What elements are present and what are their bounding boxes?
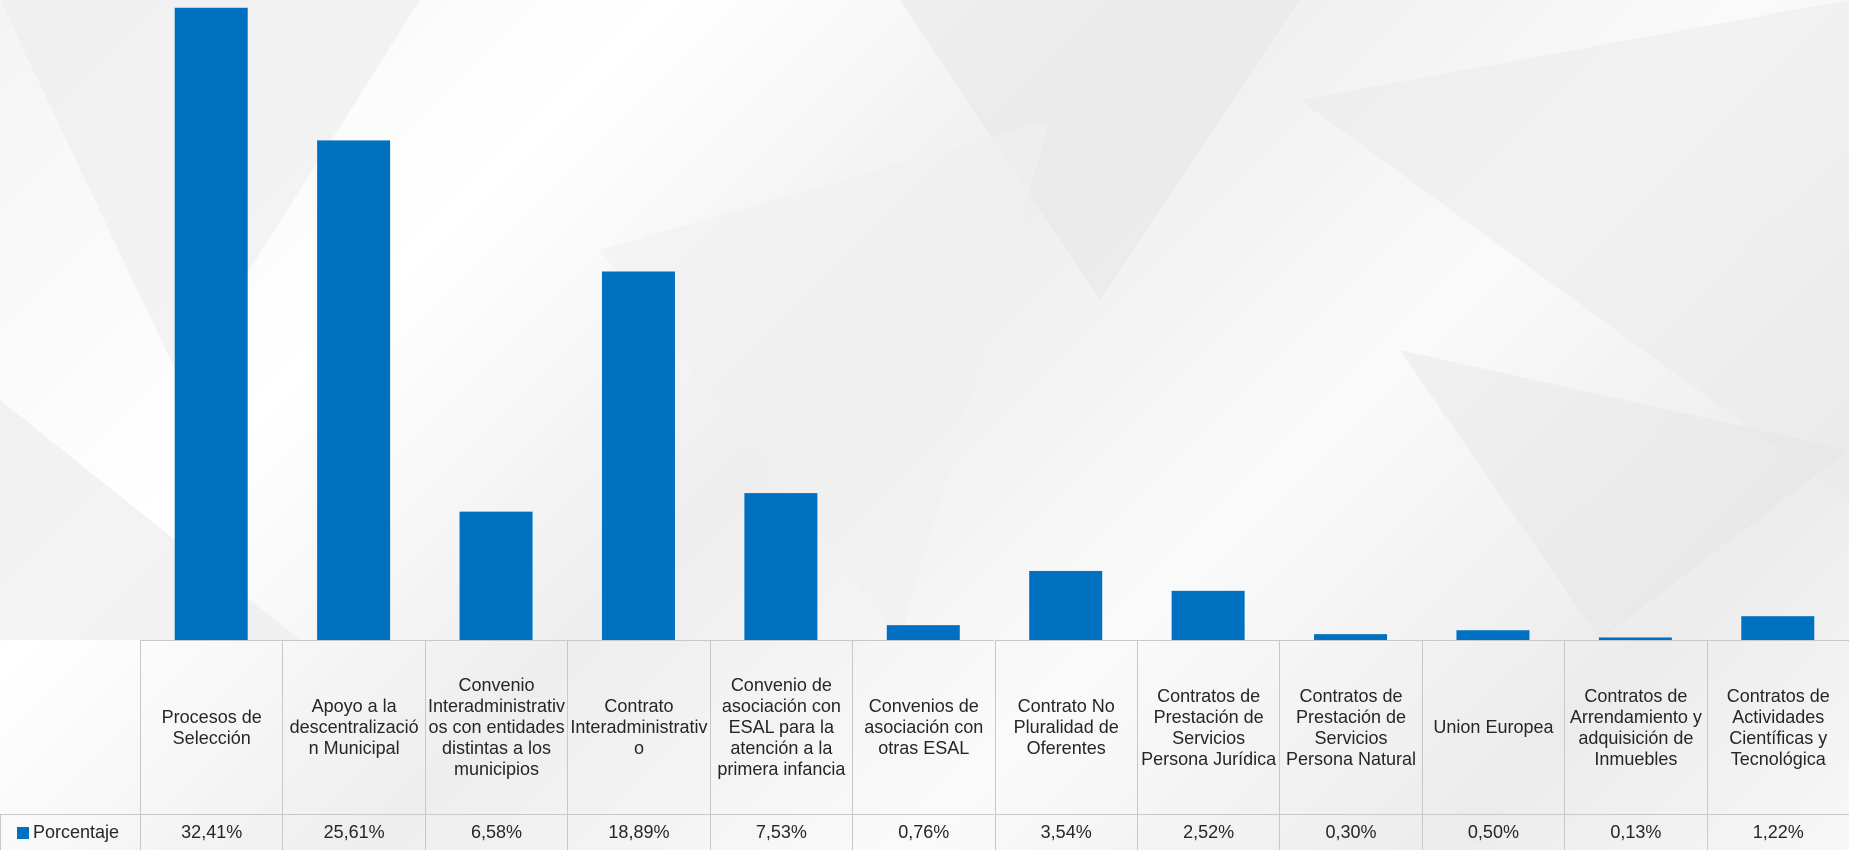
category-cell: Convenio Interadministrativos con entida…: [424, 640, 568, 814]
category-cell: Convenio de asociación con ESAL para la …: [709, 640, 853, 814]
bar: [1598, 637, 1672, 640]
category-cell: Union Europea: [1421, 640, 1565, 814]
value-cell: 0,30%: [1279, 814, 1422, 850]
value-cell-text: 0,30%: [1325, 822, 1377, 842]
value-cell-text: 32,41%: [181, 822, 243, 842]
value-cell: 0,76%: [852, 814, 995, 850]
value-cell: 7,53%: [709, 814, 853, 850]
category-cell: Contratos de Actividades Científicas y T…: [1706, 640, 1849, 814]
category-cell: Contrato No Pluralidad de Oferentes: [994, 640, 1137, 814]
category-cell-text: Contratos de Arrendamiento y adquisición…: [1569, 685, 1702, 769]
bar: [1456, 630, 1530, 640]
bar: [174, 7, 248, 641]
value-cell-text: 2,52%: [1183, 822, 1235, 842]
legend-swatch: [17, 826, 29, 839]
bar: [1171, 590, 1245, 640]
category-cell: Contratos de Arrendamiento y adquisición…: [1564, 640, 1707, 814]
bar: [1741, 616, 1815, 640]
value-cell: 3,54%: [994, 814, 1137, 850]
value-cell-text: 18,89%: [608, 822, 670, 842]
value-cell: 6,58%: [424, 814, 568, 850]
category-cell: Convenios de asociación con otras ESAL: [852, 640, 995, 814]
value-cell: 0,13%: [1564, 814, 1707, 850]
value-cell-text: 0,50%: [1467, 822, 1519, 842]
value-cell: 0,50%: [1421, 814, 1565, 850]
value-cell-text: 1,22%: [1752, 822, 1804, 842]
value-cell: 32,41%: [140, 814, 283, 850]
category-cell-text: Convenio Interadministrativos con entida…: [428, 675, 566, 779]
value-cell: 1,22%: [1706, 814, 1849, 850]
value-cell: 2,52%: [1136, 814, 1280, 850]
category-cell-text: Convenios de asociación con otras ESAL: [864, 696, 984, 758]
value-cell: 18,89%: [567, 814, 710, 850]
category-cell: Contratos de Prestación de Servicios Per…: [1279, 640, 1422, 814]
bar: [317, 140, 391, 640]
value-cell-text: 6,58%: [471, 822, 523, 842]
value-cell-text: 0,13%: [1610, 822, 1662, 842]
category-cell: Contrato Interadministrativo: [567, 640, 710, 814]
category-cell-text: Union Europea: [1433, 717, 1554, 737]
bar: [886, 625, 960, 640]
bar: [459, 511, 533, 640]
value-cell-text: 0,76%: [898, 822, 950, 842]
category-cell: Contratos de Prestación de Servicios Per…: [1136, 640, 1280, 814]
value-cell-text: 3,54%: [1040, 822, 1092, 842]
category-cell-text: Contrato No Pluralidad de Oferentes: [1013, 696, 1119, 758]
bar: [1314, 634, 1388, 640]
value-cell: 25,61%: [282, 814, 425, 850]
category-cell-text: Contratos de Actividades Científicas y T…: [1726, 685, 1830, 769]
bar: [601, 271, 675, 640]
value-cell-text: 25,61%: [323, 822, 385, 842]
category-cell: Apoyo a la descentralización Municipal: [282, 640, 425, 814]
bar: [744, 493, 818, 640]
legend-label: Porcentaje: [33, 822, 120, 842]
category-cell-text: Contratos de Prestación de Servicios Per…: [1141, 685, 1277, 769]
legend-cell: Porcentaje: [0, 814, 140, 850]
category-cell-text: Contratos de Prestación de Servicios Per…: [1285, 685, 1417, 769]
category-cell-text: Apoyo a la descentralización Municipal: [289, 696, 419, 758]
category-cell-text: Convenio de asociación con ESAL para la …: [717, 675, 846, 779]
category-cell-text: Contrato Interadministrativo: [570, 696, 708, 758]
bar: [1029, 570, 1103, 640]
category-cell: Procesos de Selección: [140, 640, 283, 814]
value-cell-text: 7,53%: [755, 822, 807, 842]
category-cell-text: Procesos de Selección: [161, 706, 262, 748]
